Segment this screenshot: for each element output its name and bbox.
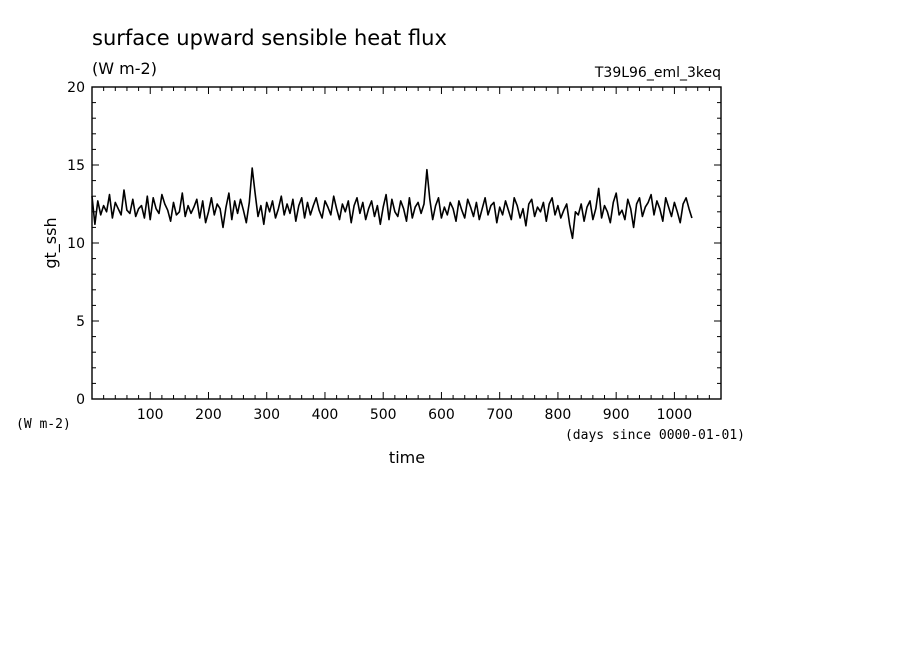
x-tick-label: 500 bbox=[370, 407, 397, 423]
x-tick-label: 900 bbox=[603, 407, 630, 423]
run-label: T39L96_eml_3keq bbox=[594, 65, 721, 81]
x-tick-labels: 100 200 300 400 500 600 700 800 900 1000 bbox=[137, 407, 692, 423]
plot-frame bbox=[91, 86, 722, 400]
x-axis-units: (days since 0000-01-01) bbox=[565, 428, 745, 443]
x-tick-label: 800 bbox=[545, 407, 572, 423]
y-axis-units: (W m-2) bbox=[16, 417, 71, 432]
y-tick-labels: 0 5 10 15 20 bbox=[67, 80, 85, 408]
x-tick-label: 700 bbox=[486, 407, 513, 423]
y-tick-label: 15 bbox=[67, 158, 85, 174]
chart-title: surface upward sensible heat flux bbox=[92, 26, 447, 50]
y-ticks bbox=[92, 102, 721, 384]
x-axis-label: time bbox=[389, 448, 425, 467]
x-tick-label: 400 bbox=[312, 407, 339, 423]
title-units: (W m-2) bbox=[92, 59, 157, 78]
y-tick-label: 0 bbox=[76, 392, 85, 408]
x-tick-label: 100 bbox=[137, 407, 164, 423]
x-tick-label: 300 bbox=[253, 407, 280, 423]
y-tick-label: 5 bbox=[76, 314, 85, 330]
x-tick-label: 1000 bbox=[657, 407, 693, 423]
y-tick-label: 20 bbox=[67, 80, 85, 96]
series-line bbox=[91, 167, 693, 240]
y-axis-label: gt_ssh bbox=[41, 217, 61, 268]
x-ticks bbox=[103, 87, 710, 399]
x-tick-label: 600 bbox=[428, 407, 455, 423]
x-tick-label: 200 bbox=[195, 407, 222, 423]
y-tick-label: 10 bbox=[67, 236, 85, 252]
